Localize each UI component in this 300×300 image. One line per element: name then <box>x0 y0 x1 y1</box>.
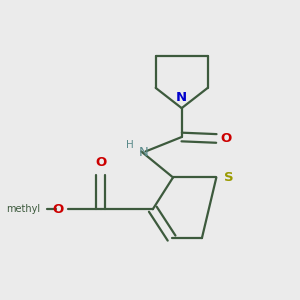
Text: H: H <box>126 140 134 150</box>
Text: N: N <box>176 91 187 104</box>
Text: N: N <box>139 146 149 159</box>
Text: O: O <box>221 132 232 145</box>
Text: S: S <box>224 171 233 184</box>
Text: O: O <box>52 203 63 216</box>
Text: O: O <box>95 156 106 170</box>
Text: methyl: methyl <box>6 204 40 214</box>
